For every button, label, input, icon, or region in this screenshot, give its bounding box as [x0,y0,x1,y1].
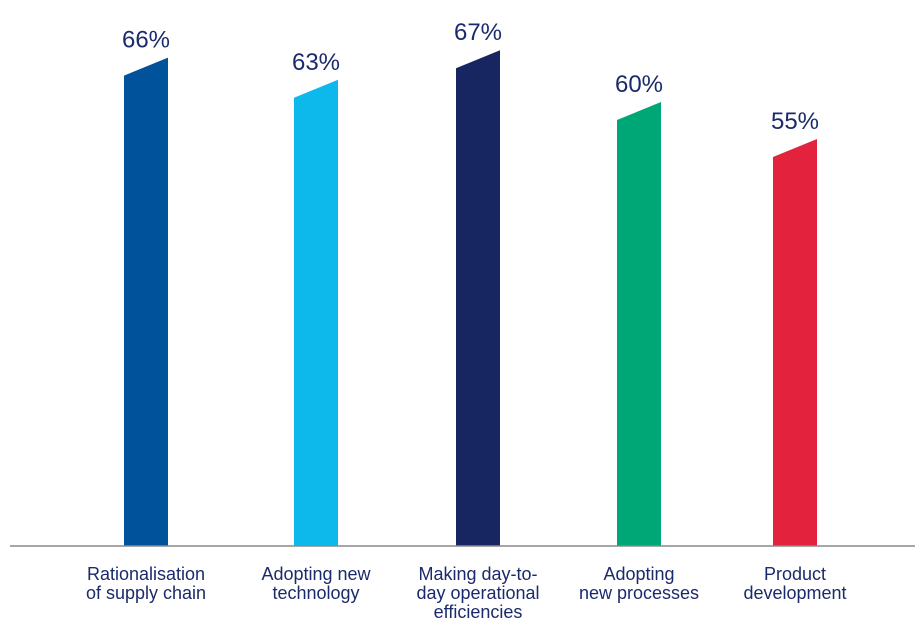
category-label-3-line-2: day operational [416,583,539,603]
category-label-4-line-1: Adopting [603,564,674,584]
bar-5 [773,139,817,546]
category-label-3-line-3: efficiencies [434,602,523,622]
value-label-4: 60% [615,71,663,98]
category-label-3-line-1: Making day-to- [418,564,537,584]
category-label-2-line-1: Adopting new [261,564,371,584]
value-labels-group: 66% 63% 67% 60% 55% [122,19,819,135]
value-label-5: 55% [771,108,819,135]
bar-3 [456,50,500,546]
value-label-1: 66% [122,27,170,54]
category-label-2-line-2: technology [272,583,359,603]
category-label-5-line-2: development [743,583,846,603]
bar-4 [617,102,661,546]
bar-1 [124,57,168,546]
bars-group [124,50,817,547]
category-label-4-line-2: new processes [579,583,699,603]
bar-2 [294,79,338,547]
category-label-1-line-2: of supply chain [86,583,206,603]
category-label-5-line-1: Product [764,564,826,584]
value-label-2: 63% [292,49,340,76]
category-label-1-line-1: Rationalisation [87,564,205,584]
value-label-3: 67% [454,19,502,46]
